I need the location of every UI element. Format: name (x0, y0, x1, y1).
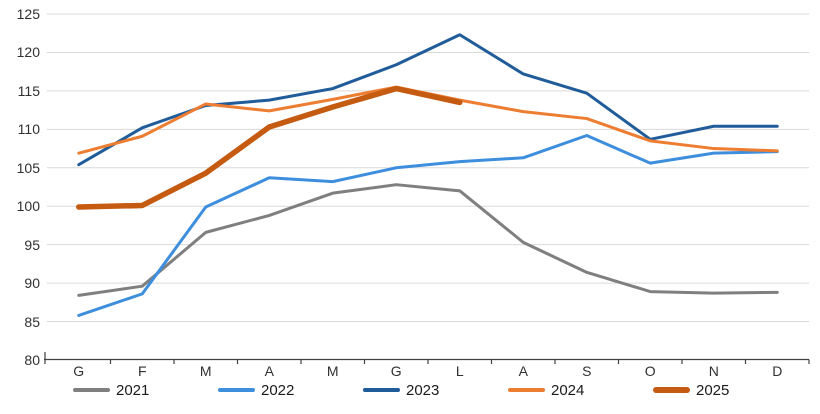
y-axis-label: 80 (24, 352, 40, 368)
y-axis-label: 125 (16, 6, 40, 22)
x-axis-label: A (518, 363, 528, 379)
series-line-2021 (77, 183, 779, 297)
y-axis-label: 115 (17, 82, 40, 99)
x-axis-label: M (326, 363, 339, 379)
series-line-2023 (77, 33, 779, 167)
series-line-2025 (76, 85, 463, 210)
x-axis-label: O (644, 363, 656, 379)
y-axis-label: 110 (17, 121, 40, 138)
x-axis-label: G (390, 363, 402, 379)
x-axis-label: L (455, 363, 464, 379)
x-axis-label: G (73, 363, 85, 379)
y-axis-label: 95 (24, 236, 40, 253)
y-axis-label: 100 (16, 198, 40, 215)
x-axis-label: S (582, 363, 592, 379)
x-axis-label: N (708, 363, 719, 379)
x-axis-label: M (199, 363, 212, 379)
y-axis-label: 120 (16, 44, 40, 61)
x-axis-label: D (772, 363, 783, 379)
y-axis-label: 85 (24, 313, 40, 330)
y-axis-label: 105 (16, 159, 40, 176)
x-axis-label: A (264, 363, 274, 379)
x-axis-label: F (137, 363, 147, 379)
series-line-2022 (77, 133, 779, 317)
y-axis-label: 90 (24, 275, 40, 292)
